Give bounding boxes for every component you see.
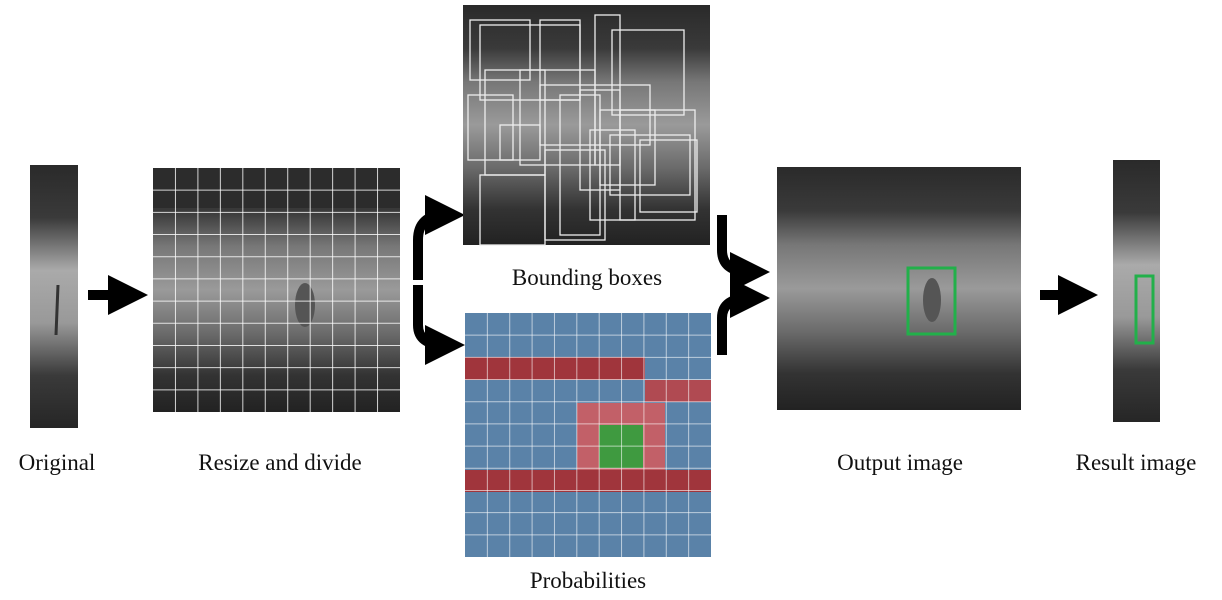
target-shadow [295, 283, 315, 327]
arrow [418, 285, 445, 345]
class-region [645, 380, 711, 402]
arrow [722, 215, 750, 272]
node-label: Resize and divide [198, 450, 362, 475]
class-region [465, 470, 711, 492]
node-label: Bounding boxes [512, 265, 662, 290]
output-image [777, 167, 1021, 410]
node-label: Probabilities [530, 568, 646, 593]
image-top-band [153, 168, 400, 208]
node-label: Result image [1076, 450, 1197, 475]
arrow [722, 298, 750, 355]
diagram: Bounding boxes Probabilities Original Re… [0, 0, 1222, 600]
original-image [30, 165, 78, 428]
node-label: Original [19, 450, 96, 475]
node-label: Output image [837, 450, 963, 475]
target-shadow [923, 278, 941, 322]
class-region [465, 357, 645, 380]
target-shadow [56, 285, 58, 335]
arrow [418, 215, 445, 280]
